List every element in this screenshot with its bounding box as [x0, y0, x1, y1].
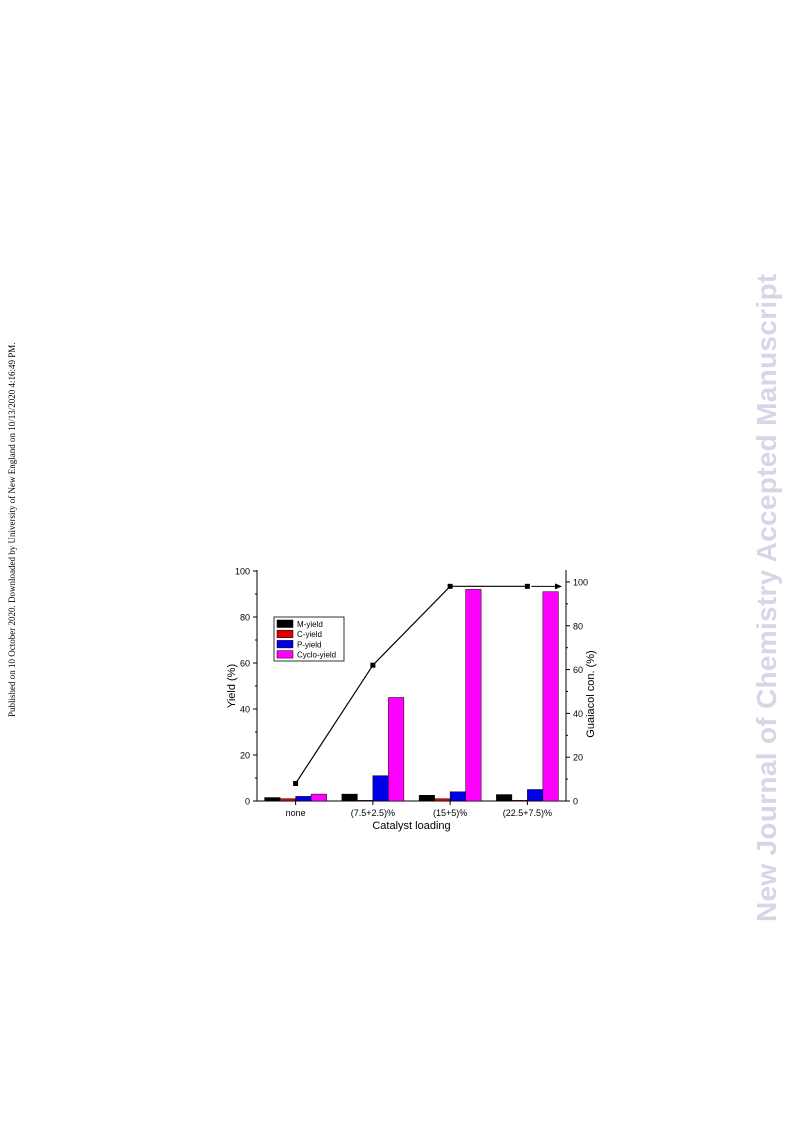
bar: [372, 775, 389, 802]
x-axis-label: Catalyst loading: [372, 820, 450, 832]
y-tick-label: 80: [240, 613, 250, 623]
y2-tick-label: 60: [573, 665, 583, 675]
bar: [310, 793, 327, 802]
y-tick-label: 20: [240, 751, 250, 761]
y2-axis-label: Guaiacol con. (%): [585, 650, 597, 737]
axis-arrow-head: [555, 583, 562, 590]
bar: [542, 591, 559, 802]
bar: [264, 797, 281, 802]
y2-tick-label: 40: [573, 709, 583, 719]
bar: [388, 697, 405, 802]
y-tick-label: 40: [240, 705, 250, 715]
y2-tick-label: 20: [573, 753, 583, 763]
x-tick-label: none: [286, 808, 306, 818]
bar: [357, 800, 374, 802]
bar: [434, 798, 451, 802]
y-tick-label: 60: [240, 659, 250, 669]
bar: [527, 789, 544, 802]
bar: [465, 589, 482, 802]
chart-line: [293, 583, 562, 786]
bar: [511, 800, 528, 802]
conversion-point: [447, 583, 453, 589]
legend-label: Cyclo-yield: [297, 651, 336, 660]
conversion-line: [295, 585, 528, 784]
legend-label: C-yield: [297, 630, 322, 639]
conversion-point: [370, 662, 376, 668]
bar: [418, 795, 435, 802]
legend-swatch: [276, 619, 294, 628]
legend-swatch: [276, 650, 294, 659]
x-tick-label: (22.5+7.5)%: [503, 808, 552, 818]
conversion-point: [293, 780, 299, 786]
x-tick-label: (15+5)%: [433, 808, 467, 818]
y2-tick-label: 0: [573, 797, 578, 807]
legend-label: P-yield: [297, 640, 321, 649]
bar: [496, 794, 513, 802]
bar: [295, 796, 312, 802]
x-tick-label: (7.5+2.5)%: [351, 808, 395, 818]
chart-axes: 0 20 40 60 80 100 0 20 40 60 80 100 none (7.5+2.5)% (1…: [235, 567, 588, 819]
legend-label: M-yield: [297, 620, 323, 629]
bar: [449, 791, 466, 802]
bar: [279, 798, 296, 802]
conversion-point: [524, 583, 530, 589]
legend-swatch: [276, 629, 294, 638]
chart-bars: [264, 589, 559, 802]
y-axis-label: Yield (%): [226, 664, 238, 708]
y2-tick-label: 80: [573, 621, 583, 631]
y-tick-label: 100: [235, 567, 250, 577]
legend-swatch: [276, 640, 294, 649]
bar: [341, 793, 358, 802]
y-tick-label: 0: [245, 797, 250, 807]
y2-tick-label: 100: [573, 577, 588, 587]
